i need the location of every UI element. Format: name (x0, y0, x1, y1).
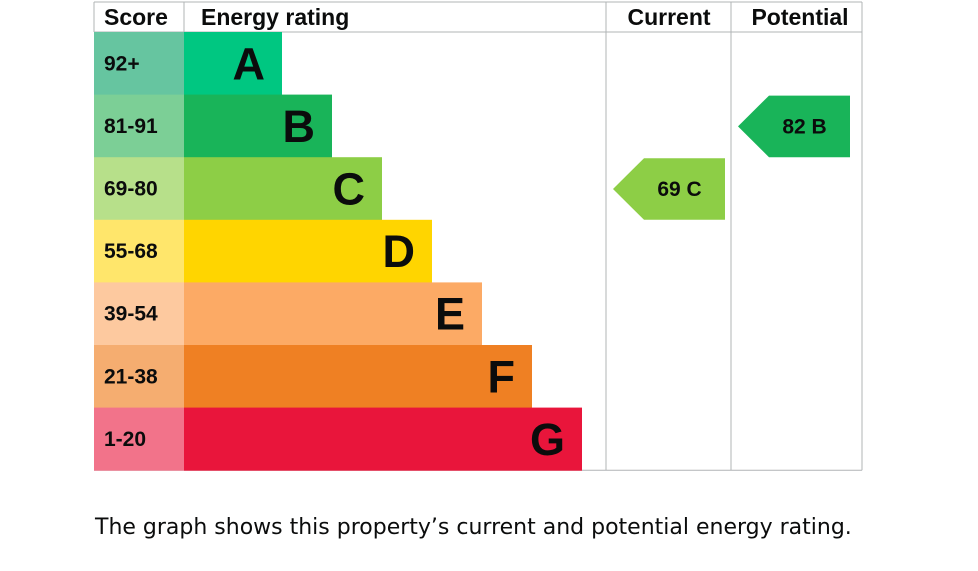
current-rating-arrow (613, 158, 725, 220)
score-cell-c (94, 157, 184, 221)
current-header: Current (627, 4, 710, 30)
band-letter-d: D (383, 226, 416, 277)
band-bar-a (184, 32, 282, 96)
score-cell-e (94, 282, 184, 346)
rating-bands: 92+ A 81-91 B 69-80 C 55-68 D 39-54 E 21-38 F 1-20 G (94, 32, 582, 471)
potential-header: Potential (751, 4, 848, 30)
score-label-c: 69-80 (104, 178, 158, 201)
score-label-g: 1-20 (104, 428, 146, 451)
epc-chart: 92+ A81-91 B69-80 C55-68 D39-54 E21-38 F1-20 G … (93, 1, 863, 471)
score-header: Score (104, 4, 168, 30)
score-label-f: 21-38 (104, 365, 158, 388)
band-letter-b: B (283, 101, 316, 152)
band-letter-a: A (233, 38, 266, 89)
band-letter-g: G (530, 414, 565, 465)
score-cell-d (94, 219, 184, 283)
score-label-d: 55-68 (104, 240, 158, 263)
band-bar-f (184, 345, 532, 409)
potential-rating-arrow (738, 95, 850, 158)
rating-arrows: 69 C 82 B (613, 95, 850, 220)
band-bar-e (184, 282, 482, 346)
band-letter-f: F (488, 351, 516, 402)
band-bar-g (184, 407, 582, 471)
score-cell-a (94, 32, 184, 96)
band-bar-d (184, 219, 432, 283)
band-letter-c: C (333, 164, 366, 215)
score-label-e: 39-54 (104, 303, 158, 326)
band-letter-e: E (435, 289, 465, 340)
score-label-a: 92+ (104, 52, 140, 75)
potential-rating-label: 82 B (782, 115, 826, 138)
chart-caption: The graph shows this property’s current … (95, 515, 852, 540)
score-cell-g (94, 407, 184, 471)
band-bar-b (184, 94, 332, 158)
energy-rating-header: Energy rating (201, 4, 349, 30)
current-rating-label: 69 C (657, 178, 701, 201)
score-label-b: 81-91 (104, 115, 158, 138)
score-cell-f (94, 345, 184, 409)
score-cell-b (94, 94, 184, 158)
band-bar-c (184, 157, 382, 221)
